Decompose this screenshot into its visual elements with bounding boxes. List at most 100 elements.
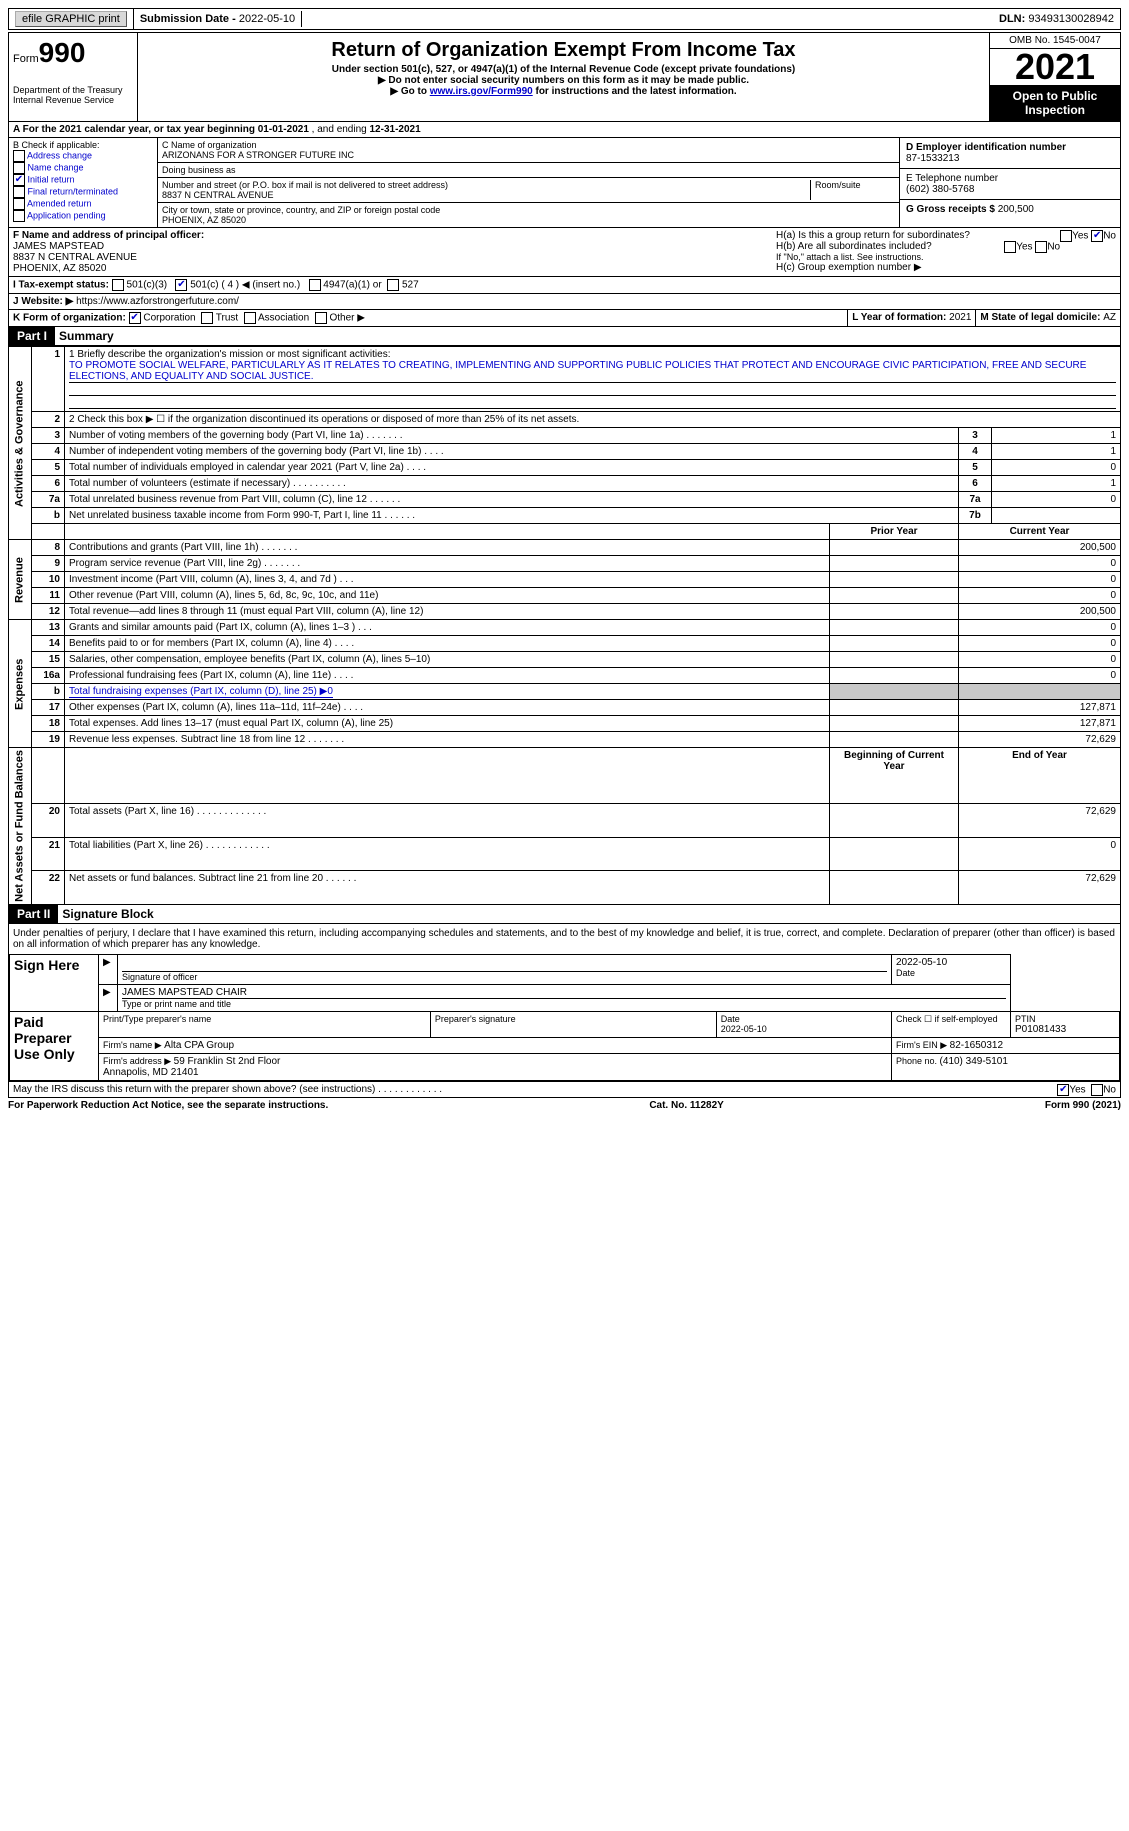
prep-date: 2022-05-10: [721, 1024, 767, 1034]
sig-date: 2022-05-10: [896, 957, 1006, 968]
officer-name: JAMES MAPSTEAD: [13, 241, 768, 252]
form-note-ssn: ▶ Do not enter social security numbers o…: [142, 75, 985, 86]
open-to-public: Open to Public Inspection: [990, 85, 1120, 121]
top-bar: efile GRAPHIC print Submission Date - 20…: [8, 8, 1121, 30]
cb-discuss-no[interactable]: [1091, 1084, 1103, 1096]
dln: DLN: 93493130028942: [993, 11, 1120, 27]
form-subtitle: Under section 501(c), 527, or 4947(a)(1)…: [142, 64, 985, 75]
firm-name: Alta CPA Group: [164, 1040, 234, 1051]
cb-527[interactable]: [387, 279, 399, 291]
signature-block: Under penalties of perjury, I declare th…: [8, 924, 1121, 1098]
sign-here-label: Sign Here: [10, 954, 99, 1011]
val-12: 200,500: [959, 604, 1121, 620]
val-4: 1: [992, 444, 1121, 460]
officer-addr1: 8837 N CENTRAL AVENUE: [13, 252, 768, 263]
val-7b: [992, 508, 1121, 524]
irs-link[interactable]: www.irs.gov/Form990: [430, 86, 533, 97]
gross-receipts: 200,500: [998, 204, 1034, 215]
h-b: H(b) Are all subordinates included? Yes …: [776, 241, 1116, 252]
tax-year: 2021: [990, 49, 1120, 85]
val-19: 72,629: [959, 732, 1121, 748]
val-6: 1: [992, 476, 1121, 492]
row-klm: K Form of organization: Corporation Trus…: [8, 310, 1121, 327]
officer-printed-name: JAMES MAPSTEAD CHAIR: [122, 987, 1006, 999]
submission-date: Submission Date - 2022-05-10: [134, 11, 302, 27]
year-formation: 2021: [949, 312, 971, 323]
val-5: 0: [992, 460, 1121, 476]
officer-addr2: PHOENIX, AZ 85020: [13, 263, 768, 274]
vlabel-revenue: Revenue: [9, 540, 32, 620]
part-2-header: Part II Signature Block: [8, 905, 1121, 924]
cb-corporation[interactable]: [129, 312, 141, 324]
val-14: 0: [959, 636, 1121, 652]
ptin: P01081433: [1015, 1024, 1115, 1035]
val-3: 1: [992, 428, 1121, 444]
val-18: 127,871: [959, 716, 1121, 732]
val-15: 0: [959, 652, 1121, 668]
form-note-link: ▶ Go to www.irs.gov/Form990 for instruct…: [142, 86, 985, 97]
cb-name-change[interactable]: Name change: [13, 162, 153, 174]
h-c: H(c) Group exemption number ▶: [776, 262, 1116, 273]
vlabel-expenses: Expenses: [9, 620, 32, 748]
val-17: 127,871: [959, 700, 1121, 716]
cb-address-change[interactable]: Address change: [13, 150, 153, 162]
val-8: 200,500: [959, 540, 1121, 556]
h-note: If "No," attach a list. See instructions…: [776, 252, 1116, 262]
cb-501c[interactable]: [175, 279, 187, 291]
page-footer: For Paperwork Reduction Act Notice, see …: [8, 1098, 1121, 1113]
paid-preparer-label: Paid Preparer Use Only: [10, 1011, 99, 1080]
org-name: ARIZONANS FOR A STRONGER FUTURE INC: [162, 150, 895, 160]
discuss-row: May the IRS discuss this return with the…: [9, 1081, 1120, 1097]
val-16a: 0: [959, 668, 1121, 684]
cb-501c3[interactable]: [112, 279, 124, 291]
cb-final-return[interactable]: Final return/terminated: [13, 186, 153, 198]
h-a: H(a) Is this a group return for subordin…: [776, 230, 1116, 241]
cb-initial-return[interactable]: Initial return: [13, 174, 153, 186]
phone: (602) 380-5768: [906, 184, 1114, 195]
firm-phone: (410) 349-5101: [940, 1056, 1008, 1067]
cb-trust[interactable]: [201, 312, 213, 324]
summary-table: Activities & Governance 1 1 Briefly desc…: [8, 346, 1121, 905]
efile-button[interactable]: efile GRAPHIC print: [15, 11, 127, 27]
row-f-h: F Name and address of principal officer:…: [8, 228, 1121, 277]
line-2: 2 Check this box ▶ ☐ if the organization…: [65, 412, 1121, 428]
val-11: 0: [959, 588, 1121, 604]
val-22: 72,629: [959, 871, 1121, 904]
vlabel-governance: Activities & Governance: [9, 347, 32, 540]
col-d-info: D Employer identification number 87-1533…: [899, 138, 1120, 227]
cb-discuss-yes[interactable]: [1057, 1084, 1069, 1096]
cb-application-pending[interactable]: Application pending: [13, 210, 153, 222]
col-c-org: C Name of organization ARIZONANS FOR A S…: [158, 138, 899, 227]
cb-amended-return[interactable]: Amended return: [13, 198, 153, 210]
vlabel-netassets: Net Assets or Fund Balances: [9, 748, 32, 905]
declaration: Under penalties of perjury, I declare th…: [9, 924, 1120, 954]
form-title-block: Return of Organization Exempt From Incom…: [138, 33, 989, 121]
row-i: I Tax-exempt status: 501(c)(3) 501(c) ( …: [8, 277, 1121, 294]
form-id: Form990 Department of the Treasury Inter…: [9, 33, 138, 121]
val-21: 0: [959, 837, 1121, 870]
cb-association[interactable]: [244, 312, 256, 324]
mission-text: TO PROMOTE SOCIAL WELFARE, PARTICULARLY …: [69, 360, 1116, 383]
col-b-checkboxes: B Check if applicable: Address change Na…: [9, 138, 158, 227]
val-10: 0: [959, 572, 1121, 588]
self-employed-cb[interactable]: Check ☐ if self-employed: [896, 1014, 1006, 1025]
line-a: A For the 2021 calendar year, or tax yea…: [8, 122, 1121, 138]
mission-label: 1 Briefly describe the organization's mi…: [69, 349, 1116, 360]
form-year-block: OMB No. 1545-0047 2021 Open to Public In…: [989, 33, 1120, 121]
val-13: 0: [959, 620, 1121, 636]
cb-other[interactable]: [315, 312, 327, 324]
header-block-bcd: B Check if applicable: Address change Na…: [8, 138, 1121, 228]
val-7a: 0: [992, 492, 1121, 508]
form-title: Return of Organization Exempt From Incom…: [142, 39, 985, 62]
org-city: PHOENIX, AZ 85020: [162, 215, 895, 225]
org-street: 8837 N CENTRAL AVENUE: [162, 190, 810, 200]
row-j: J Website: ▶ https://www.azforstrongerfu…: [8, 294, 1121, 310]
val-20: 72,629: [959, 804, 1121, 837]
sig-officer-label: Signature of officer: [122, 972, 887, 982]
state-domicile: AZ: [1103, 312, 1116, 323]
cb-4947[interactable]: [309, 279, 321, 291]
ein: 87-1533213: [906, 153, 1114, 164]
website[interactable]: https://www.azforstrongerfuture.com/: [76, 296, 239, 307]
val-9: 0: [959, 556, 1121, 572]
firm-ein: 82-1650312: [950, 1040, 1003, 1051]
